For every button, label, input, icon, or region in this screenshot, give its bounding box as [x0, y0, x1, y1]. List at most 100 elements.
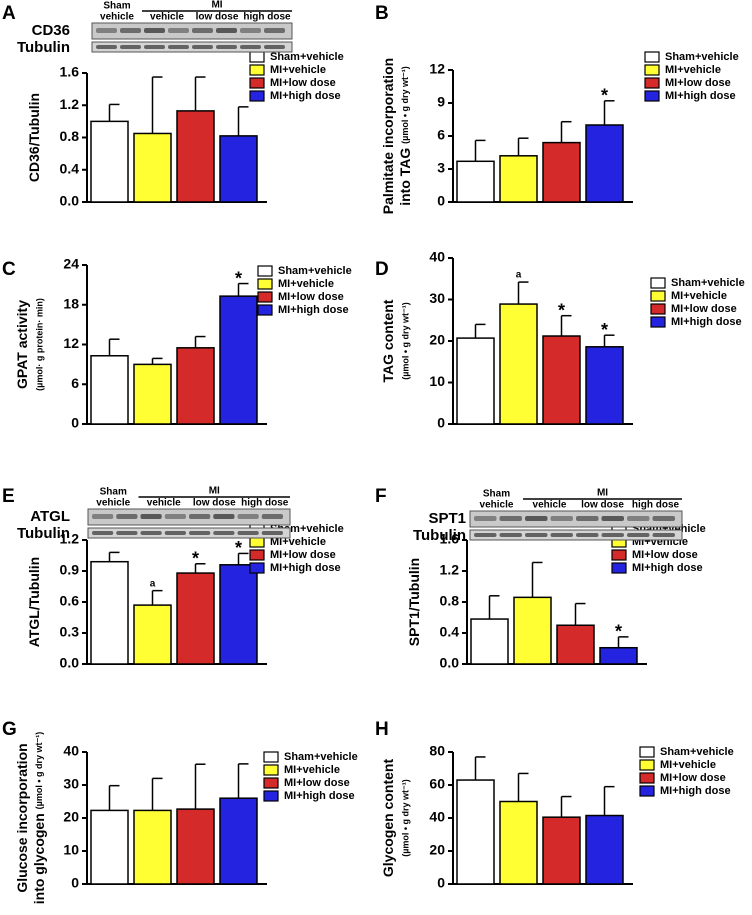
significance-mark: *: [601, 320, 608, 340]
legend-label: MI+low dose: [660, 772, 726, 784]
y-axis-label: ATGL/Tubulin: [26, 557, 42, 647]
blot-lane-label: low dose: [581, 500, 624, 511]
blot-band: [601, 516, 624, 521]
legend-label: MI+high dose: [278, 304, 349, 316]
legend-label: MI+vehicle: [671, 290, 727, 302]
blot-header: MI: [597, 488, 608, 499]
bar: [219, 797, 258, 885]
y-axis-label: Palmitate incorporation: [380, 58, 396, 214]
y-tick-label: 0: [71, 415, 79, 431]
legend-label: MI+high dose: [632, 562, 703, 574]
significance-mark: *: [235, 538, 242, 558]
y-axis-label-text: GPAT activity: [14, 300, 30, 389]
blot-band: [92, 531, 114, 535]
legend-swatch: [249, 549, 265, 561]
blot-row-label: SPT1: [428, 510, 466, 527]
y-tick-label: 40: [429, 809, 445, 825]
blot-lane-label: vehicle: [480, 500, 514, 511]
significance-mark: *: [235, 268, 242, 288]
significance-mark: *: [601, 86, 608, 106]
blot-band: [116, 531, 138, 535]
legend-swatch: [257, 291, 273, 303]
blot-band: [240, 28, 261, 33]
y-tick-label: 0.6: [60, 593, 80, 609]
legend-label: Sham+vehicle: [278, 265, 352, 277]
blot-row-label: ATGL: [30, 508, 70, 525]
bar: [542, 141, 581, 203]
blot-band: [168, 45, 189, 49]
y-tick-label: 0.0: [440, 655, 460, 671]
bar: [513, 596, 552, 665]
bar: [219, 135, 258, 203]
blot-band: [192, 28, 213, 33]
y-tick-label: 12: [63, 335, 79, 351]
blot-band: [144, 28, 165, 33]
y-tick-label: 0: [71, 875, 79, 891]
blot-lane-label: high dose: [243, 12, 291, 23]
legend-swatch: [644, 64, 660, 76]
bar: [176, 110, 215, 203]
blot-band: [627, 516, 650, 521]
bar: [585, 814, 624, 885]
y-tick-label: 9: [437, 94, 445, 110]
significance-mark: a: [516, 270, 522, 281]
y-axis-label-text: Glycogen content: [380, 759, 396, 878]
bar: [90, 809, 129, 885]
blot-row-label: Tubulin: [413, 527, 466, 544]
blot-band: [240, 45, 261, 49]
y-axis-label: into glycogen (µmol • g dry wt⁻¹): [31, 732, 47, 904]
y-axis-label: Glycogen content: [380, 759, 396, 878]
legend-label: MI+low dose: [665, 77, 731, 89]
blot-band: [120, 28, 141, 33]
blot-band: [576, 516, 599, 521]
blot-band: [652, 533, 675, 537]
legend-label: MI+vehicle: [660, 759, 716, 771]
panel-letter: H: [375, 719, 389, 740]
blot-band: [116, 514, 138, 519]
panel-letter: D: [375, 259, 389, 280]
legend-label: MI+high dose: [270, 90, 341, 102]
y-tick-label: 1.2: [440, 562, 460, 578]
y-axis-unit: (µmol • g dry wt⁻¹): [400, 302, 410, 380]
y-tick-label: 10: [63, 842, 79, 858]
bar: [176, 808, 215, 885]
y-tick-label: 20: [429, 842, 445, 858]
bar: [219, 564, 258, 665]
y-axis-label-text: TAG content: [380, 299, 396, 382]
blot-header: Sham: [483, 489, 510, 500]
legend-label: Sham+vehicle: [660, 746, 734, 758]
blot-band: [237, 531, 259, 535]
blot-band: [140, 514, 162, 519]
blot-row-label: Tubulin: [17, 525, 70, 542]
blot-band: [216, 45, 237, 49]
legend-swatch: [639, 759, 655, 771]
y-tick-label: 10: [429, 373, 445, 389]
legend-swatch: [249, 51, 265, 63]
legend-swatch: [650, 316, 666, 328]
blot-header: Sham: [103, 1, 130, 12]
significance-mark: a: [150, 578, 156, 589]
blot-header: MI: [211, 0, 222, 11]
legend-swatch: [639, 746, 655, 758]
blot-lane-label: vehicle: [96, 498, 130, 509]
blot-band: [168, 28, 189, 33]
blot-band: [164, 514, 186, 519]
legend-label: MI+vehicle: [665, 64, 721, 76]
y-tick-label: 60: [429, 776, 445, 792]
legend-label: MI+vehicle: [278, 278, 334, 290]
legend-swatch: [644, 90, 660, 102]
bar: [499, 800, 538, 885]
y-axis-unit: (µmol • g dry wt⁻¹): [400, 779, 410, 857]
y-tick-label: 0.8: [60, 128, 80, 144]
y-tick-label: 0.8: [440, 593, 460, 609]
bar: [599, 646, 638, 665]
blot-band: [164, 531, 186, 535]
panel-letter: C: [2, 259, 16, 280]
blot-band: [550, 533, 573, 537]
y-tick-label: 0.0: [60, 193, 80, 209]
significance-mark: *: [615, 622, 622, 642]
blot-band: [120, 45, 141, 49]
legend-swatch: [249, 77, 265, 89]
blot-band: [92, 514, 114, 519]
bar: [133, 132, 172, 203]
